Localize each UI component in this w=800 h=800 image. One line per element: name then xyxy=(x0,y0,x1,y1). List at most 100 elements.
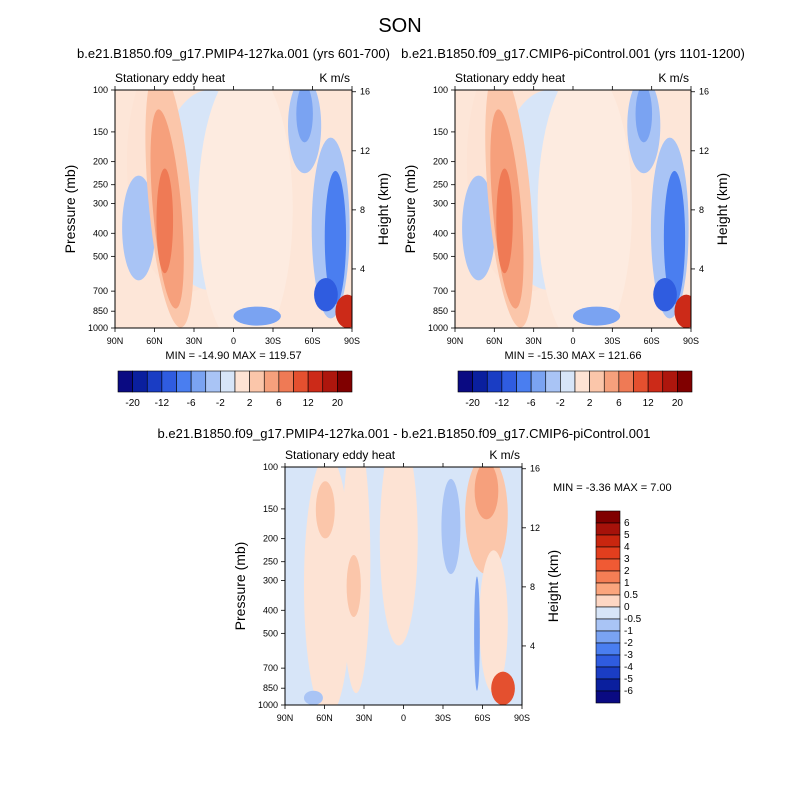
colorbar-box xyxy=(161,370,177,393)
colorbar-box xyxy=(618,370,634,393)
y2-axis-label: Height (km) xyxy=(714,173,730,245)
x-tick-label: 90N xyxy=(277,713,294,723)
contour-positive-sh-upper-core xyxy=(474,467,499,520)
colorbar-box xyxy=(234,370,250,393)
contour-positive-nh-upper xyxy=(315,481,335,539)
difference-title: b.e21.B1850.f09_g17.PMIP4-127ka.001 - b.… xyxy=(158,426,651,441)
colorbar-box xyxy=(263,370,280,393)
x-tick-label: 90S xyxy=(514,713,530,723)
y2-tick-label: 4 xyxy=(530,641,535,651)
contour-fill xyxy=(462,90,691,328)
contour-positive-antarctic xyxy=(335,294,352,328)
colorbar-box xyxy=(501,370,517,393)
colorbar-label: -20 xyxy=(125,398,140,409)
y2-axis-label: Height (km) xyxy=(545,550,561,622)
colorbar-label: -12 xyxy=(155,398,170,409)
right-string: K m/s xyxy=(319,71,350,85)
colorbar-box xyxy=(307,370,324,393)
season-title: SON xyxy=(378,15,421,37)
colorbar-box xyxy=(322,370,338,393)
y-tick-label: 300 xyxy=(433,199,448,209)
colorbar-label: 20 xyxy=(332,398,344,409)
x-tick-label: 0 xyxy=(570,336,575,346)
y-tick-label: 500 xyxy=(263,628,278,638)
y-tick-label: 400 xyxy=(433,228,448,238)
x-tick-label: 30S xyxy=(435,713,451,723)
x-tick-label: 90S xyxy=(344,336,360,346)
panel-title: b.e21.B1850.f09_g17.CMIP6-piControl.001 … xyxy=(401,46,745,61)
min-max-text: MIN = -3.36 MAX = 7.00 xyxy=(553,482,672,494)
x-tick-label: 30S xyxy=(604,336,620,346)
colorbar-label: 2 xyxy=(624,566,630,577)
colorbar-box xyxy=(595,522,621,536)
colorbar-box xyxy=(516,370,532,393)
y2-tick-label: 12 xyxy=(360,146,370,156)
colorbar-box xyxy=(146,370,163,393)
contour-positive-peak xyxy=(496,168,513,274)
x-tick-label: 90N xyxy=(447,336,464,346)
colorbar-label: -5 xyxy=(624,674,633,685)
colorbar-box xyxy=(595,546,621,560)
colorbar-box xyxy=(220,370,236,393)
y2-tick-label: 8 xyxy=(699,205,704,215)
y-tick-label: 200 xyxy=(93,157,108,167)
y2-tick-label: 12 xyxy=(699,146,709,156)
colorbar-box xyxy=(560,370,576,393)
y-tick-label: 850 xyxy=(263,683,278,693)
colorbar-label: 1 xyxy=(624,578,630,589)
colorbar-label: 2 xyxy=(587,398,593,409)
colorbar-label: -20 xyxy=(465,398,480,409)
contour-negative-surface xyxy=(303,690,323,705)
colorbar-label: -4 xyxy=(624,662,633,673)
colorbar-box xyxy=(603,370,620,393)
contour-fill xyxy=(285,467,522,705)
colorbar-label: 5 xyxy=(624,530,630,541)
colorbar-label: 4 xyxy=(624,542,630,553)
x-tick-label: 60S xyxy=(474,713,490,723)
y-tick-label: 100 xyxy=(263,462,278,472)
colorbar-box xyxy=(205,370,221,393)
contour-fill xyxy=(122,90,352,328)
colorbar-label: 20 xyxy=(672,398,684,409)
colorbar-box xyxy=(595,618,621,632)
colorbar-label: 3 xyxy=(624,554,630,565)
y-tick-label: 700 xyxy=(93,286,108,296)
panel-top-left: 90N 60N 30N 0 30S 60S 90S 100 150 200 250 300 400 500… xyxy=(62,46,391,409)
colorbar-label: 0.5 xyxy=(624,590,638,601)
colorbar-box xyxy=(472,370,488,393)
contour-negative-sh-core xyxy=(324,170,347,305)
y-axis-label: Pressure (mb) xyxy=(402,165,418,254)
colorbar-label: -6 xyxy=(527,398,536,409)
y-tick-label: 100 xyxy=(93,85,108,95)
colorbar-box xyxy=(278,370,294,393)
contour-negative-surface xyxy=(233,306,281,326)
y-tick-label: 250 xyxy=(433,180,448,190)
y-tick-label: 500 xyxy=(93,251,108,261)
x-tick-label: 60S xyxy=(304,336,320,346)
panel-title: b.e21.B1850.f09_g17.PMIP4-127ka.001 (yrs… xyxy=(77,46,390,61)
y2-tick-label: 8 xyxy=(530,582,535,592)
colorbar-box xyxy=(595,594,621,608)
colorbar-box xyxy=(337,370,353,393)
contour-negative-nh xyxy=(462,175,496,281)
colorbar-box xyxy=(545,370,561,393)
x-tick-label: 30N xyxy=(525,336,542,346)
contour-negative-surface xyxy=(573,306,621,326)
y-tick-label: 200 xyxy=(433,157,448,167)
colorbar-box xyxy=(595,678,621,692)
colorbar-box xyxy=(595,570,621,584)
left-string: Stationary eddy heat xyxy=(115,71,226,85)
right-string: K m/s xyxy=(489,448,520,462)
contour-negative-nh xyxy=(122,175,156,281)
y2-tick-label: 16 xyxy=(360,87,370,97)
y-tick-label: 850 xyxy=(93,306,108,316)
colorbar-box xyxy=(574,370,590,393)
y-tick-label: 400 xyxy=(93,228,108,238)
colorbar-label: 12 xyxy=(303,398,315,409)
colorbar-box xyxy=(595,630,621,644)
colorbar-label: -0.5 xyxy=(624,614,642,625)
contour-positive-nh-2-core xyxy=(346,555,361,617)
contour-negative-sh-core xyxy=(663,170,686,305)
y-tick-label: 250 xyxy=(93,180,108,190)
